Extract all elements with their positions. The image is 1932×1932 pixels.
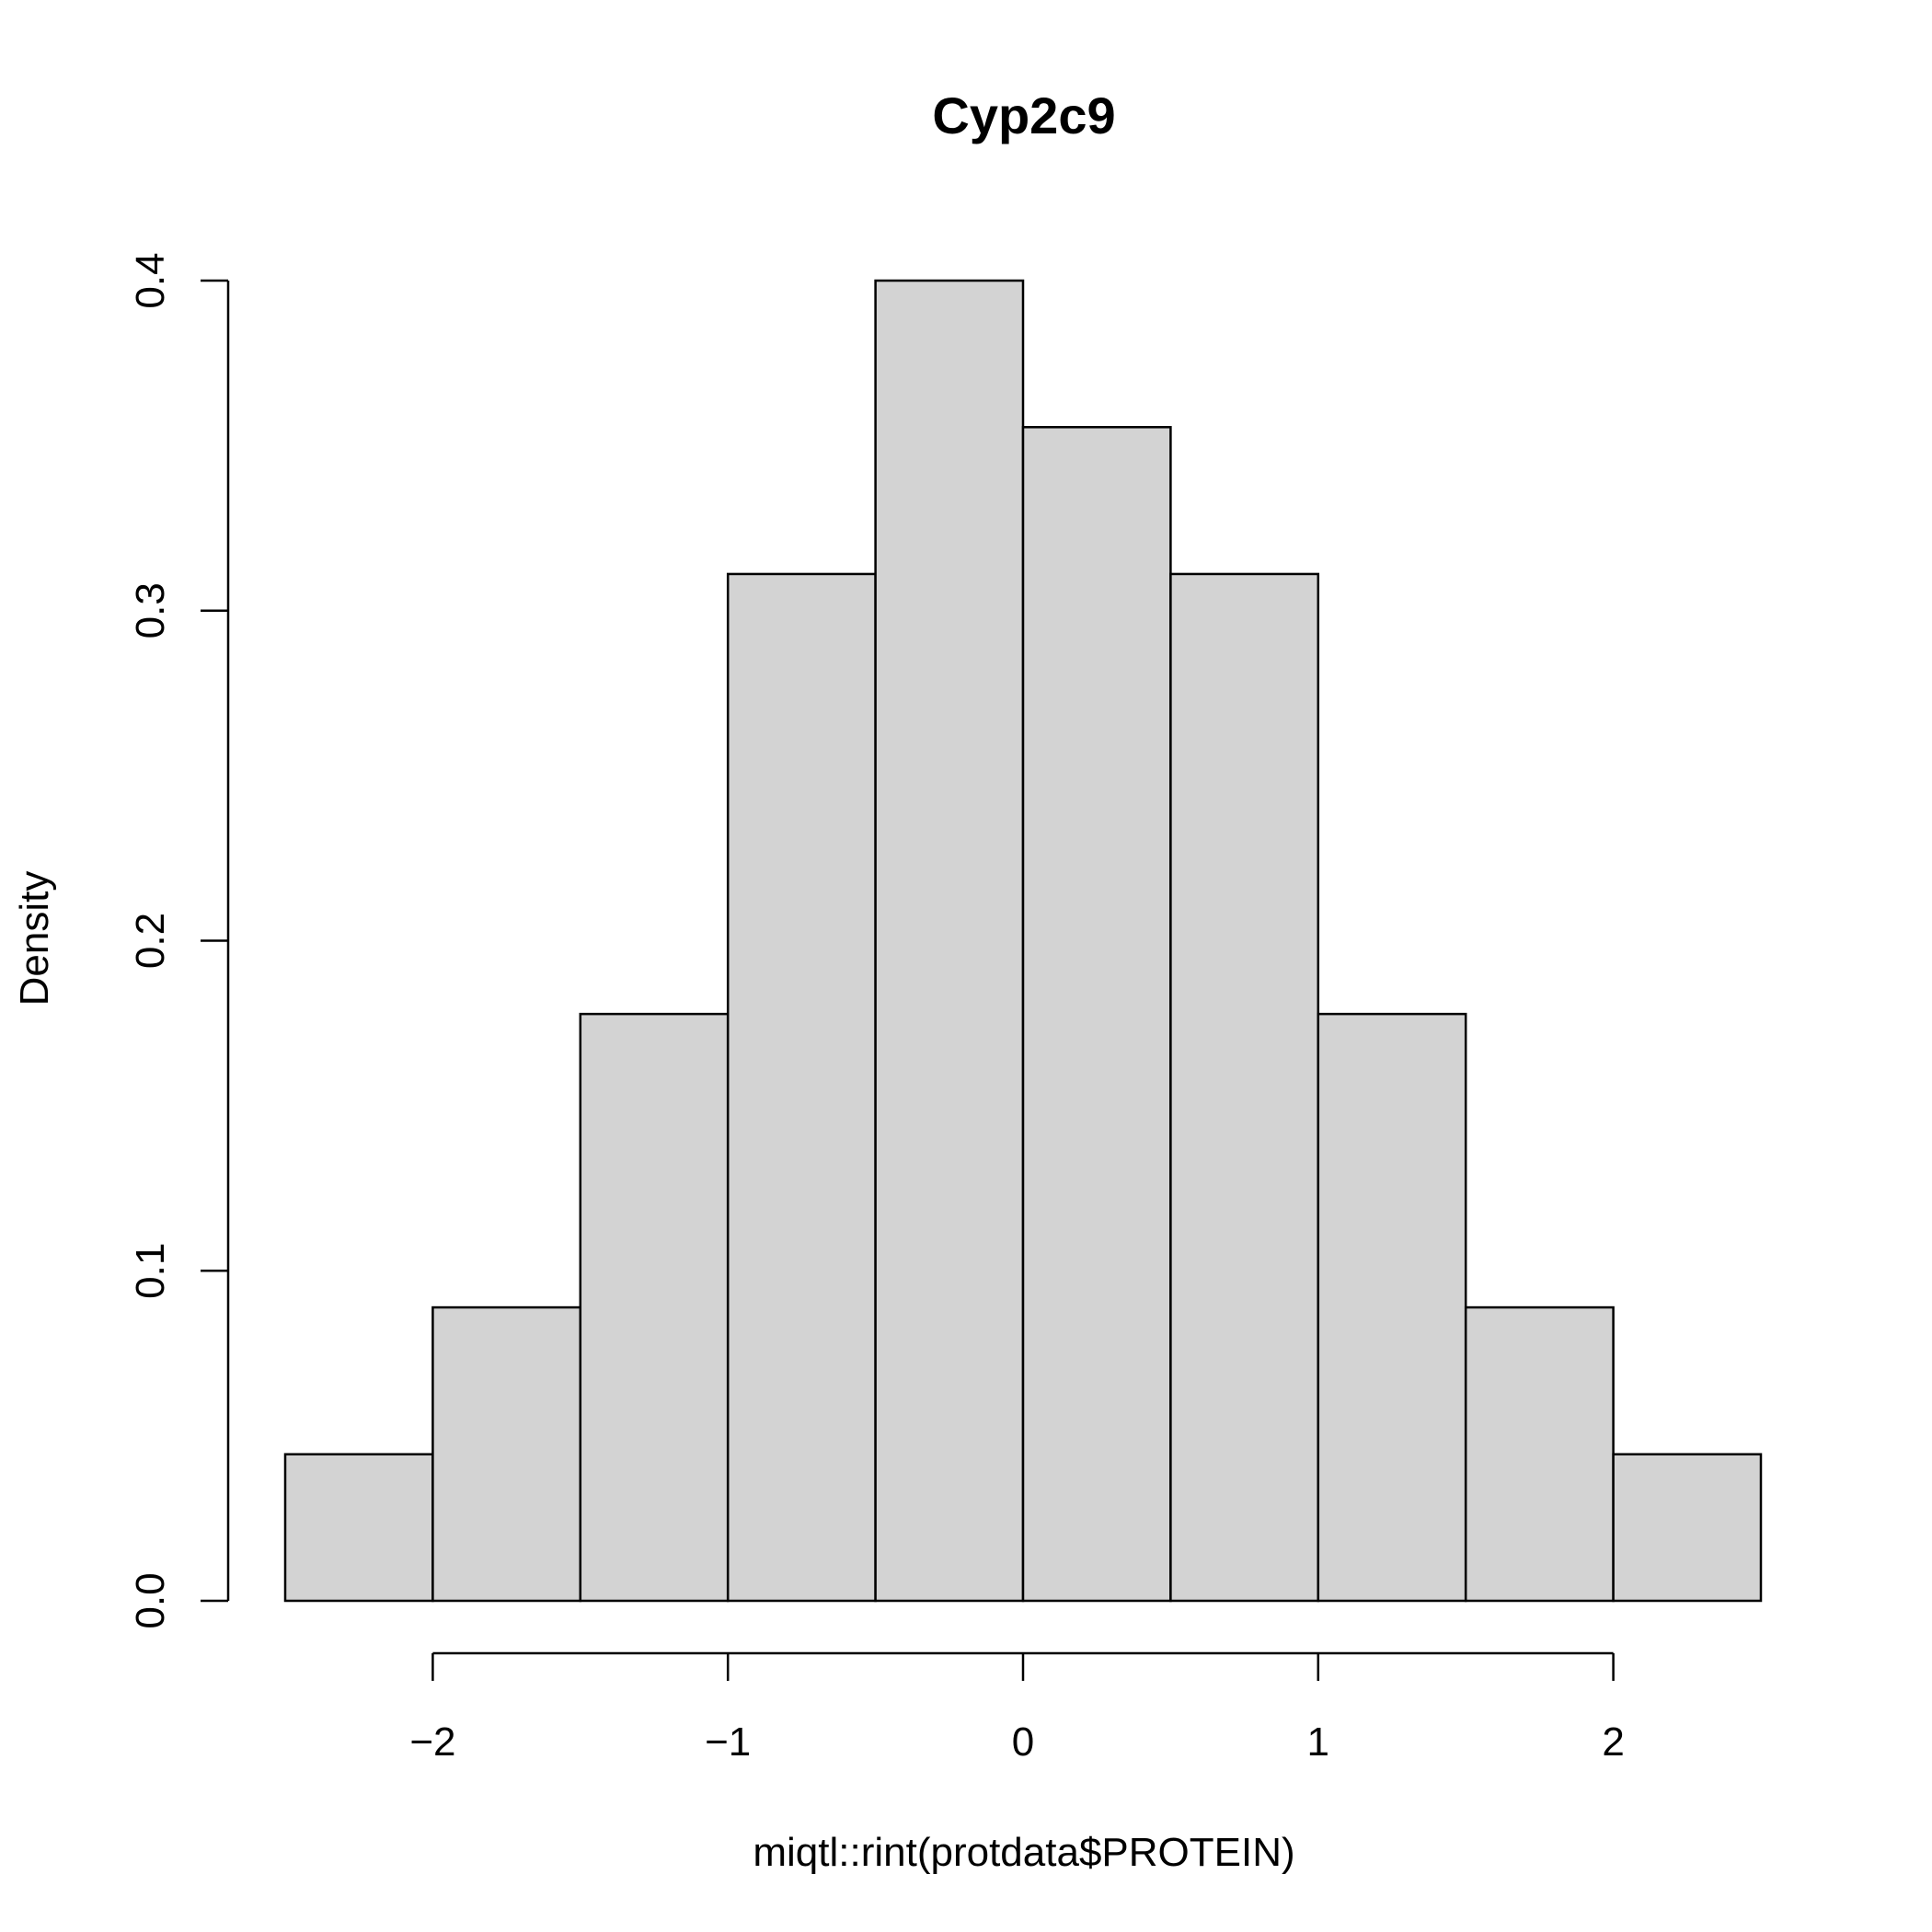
y-axis: 0.0 0.1 0.2 0.3 0.4 [128, 252, 230, 1629]
x-axis-label: miqtl::rint(protdata$PROTEIN) [753, 1830, 1294, 1875]
y-tick-label: 0.1 [128, 1243, 173, 1299]
histogram-bar [1317, 1012, 1467, 1603]
chart-title: Cyp2c9 [932, 86, 1115, 144]
histogram-bar [283, 1453, 434, 1603]
y-tick-label: 0.0 [128, 1572, 173, 1628]
histogram-bar [1021, 426, 1172, 1603]
histogram-bar [874, 279, 1025, 1603]
histogram-bars [283, 279, 1763, 1603]
histogram-bar [726, 572, 877, 1603]
y-axis-label: Density [12, 871, 57, 1006]
histogram-bar [579, 1012, 730, 1603]
x-tick-label: 1 [1307, 1719, 1329, 1765]
x-tick-label: −2 [409, 1719, 455, 1765]
histogram-bar [1464, 1305, 1615, 1603]
y-tick-label: 0.3 [128, 582, 173, 638]
histogram-bar [1169, 572, 1320, 1603]
x-axis: −2 −1 0 1 2 [409, 1651, 1625, 1765]
histogram-bar [431, 1305, 582, 1603]
x-tick-label: −1 [705, 1719, 751, 1765]
y-tick-label: 0.2 [128, 913, 173, 969]
y-tick-label: 0.4 [128, 252, 173, 308]
x-tick-label: 2 [1602, 1719, 1624, 1765]
x-tick-label: 0 [1012, 1719, 1034, 1765]
histogram-bar [1612, 1453, 1763, 1603]
